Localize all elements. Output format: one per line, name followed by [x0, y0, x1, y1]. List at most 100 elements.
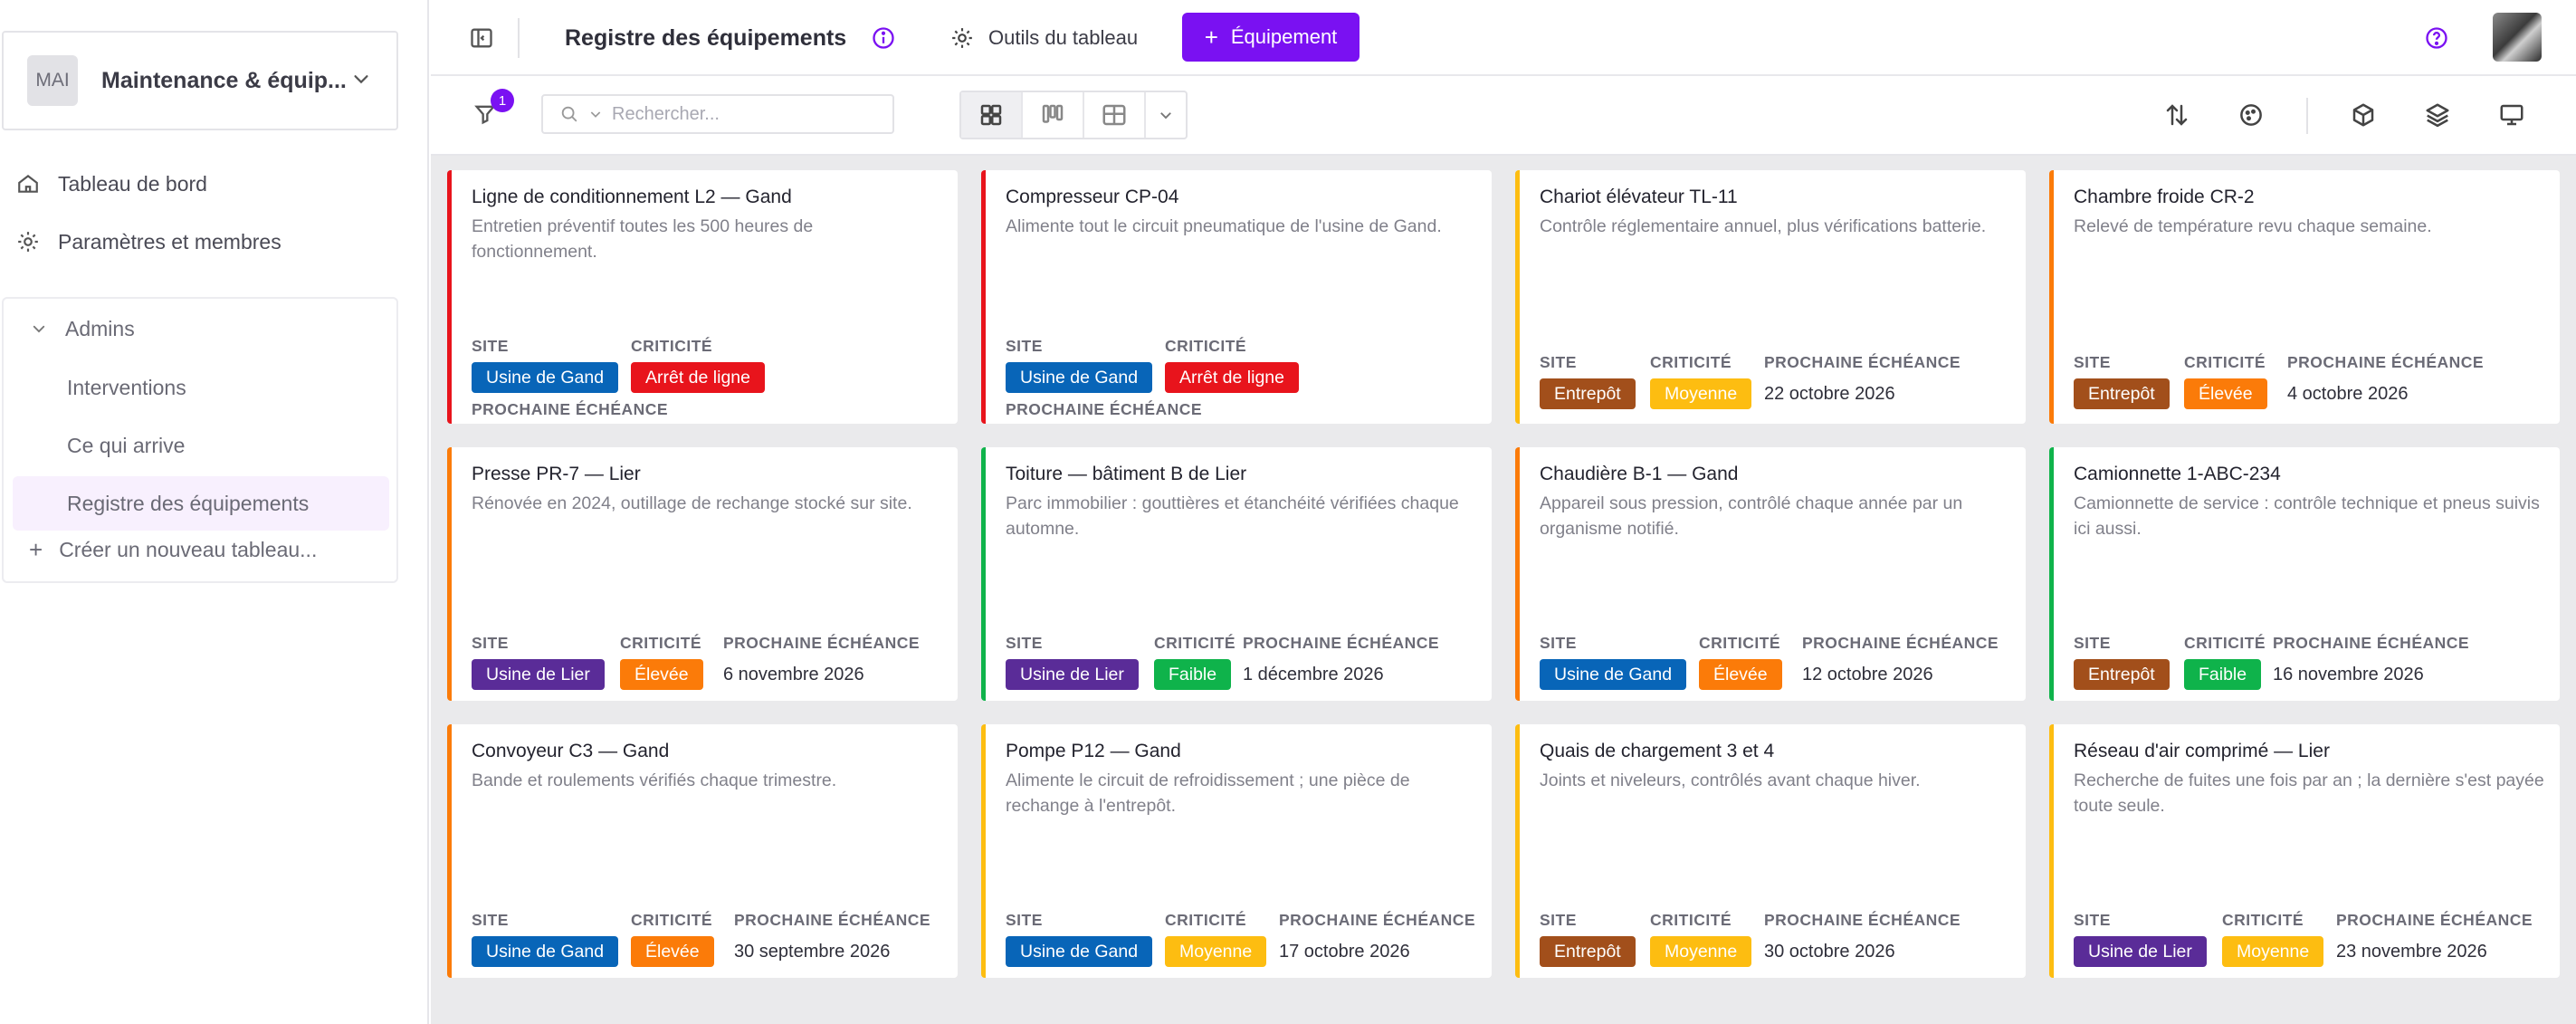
site-label: SITE — [2074, 911, 2111, 929]
site-label: SITE — [1006, 911, 1043, 929]
criticality-label: CRITICITÉ — [1165, 337, 1247, 355]
user-avatar[interactable] — [2493, 13, 2542, 62]
equipment-card[interactable]: Quais de chargement 3 et 4 Joints et nive… — [1515, 724, 2026, 978]
criticality-label: CRITICITÉ — [2184, 634, 2266, 652]
due-label: PROCHAINE ÉCHÉANCE — [2287, 353, 2485, 371]
workspace-avatar: MAI — [27, 55, 78, 106]
group-title: Admins — [65, 316, 135, 340]
nav-settings[interactable]: Paramètres et membres — [16, 221, 281, 263]
add-equipment-button[interactable]: + Équipement — [1182, 13, 1360, 62]
criticality-tag: Élevée — [631, 936, 714, 967]
card-description: Parc immobilier : gouttières et étanchéi… — [1006, 493, 1459, 539]
equipment-card[interactable]: Réseau d'air comprimé — Lier Recherche de… — [2049, 724, 2560, 978]
create-board-button[interactable]: + Créer un nouveau tableau... — [29, 536, 317, 564]
group-toggle[interactable]: Admins — [31, 308, 135, 349]
criticality-label: CRITICITÉ — [631, 911, 713, 929]
criticality-label: CRITICITÉ — [1650, 353, 1732, 371]
site-tag: Usine de Lier — [472, 659, 605, 690]
criticality-tag: Moyenne — [1650, 378, 1752, 409]
equipment-card[interactable]: Ligne de conditionnement L2 — Gand Entret… — [447, 170, 958, 424]
card-title: Quais de chargement 3 et 4 — [1540, 741, 1775, 761]
due-label: PROCHAINE ÉCHÉANCE — [723, 634, 921, 652]
sidebar-item-equipment-register[interactable]: Registre des équipements — [13, 476, 389, 531]
card-description: Joints et niveleurs, contrôlés avant cha… — [1540, 770, 1921, 790]
equipment-card[interactable]: Camionnette 1-ABC-234 Camionnette de serv… — [2049, 447, 2560, 701]
chevron-down-icon — [590, 111, 601, 118]
search-box[interactable] — [541, 94, 894, 134]
due-date: 30 octobre 2026 — [1764, 942, 1895, 962]
criticality-label: CRITICITÉ — [2184, 353, 2266, 371]
site-tag: Usine de Gand — [1006, 362, 1153, 393]
add-equipment-label: Équipement — [1230, 25, 1338, 48]
grid-view-icon[interactable] — [961, 92, 1023, 138]
due-label: PROCHAINE ÉCHÉANCE — [2273, 634, 2470, 652]
criticality-tag: Arrêt de ligne — [631, 362, 765, 393]
equipment-card[interactable]: Chaudière B-1 — Gand Appareil sous pressi… — [1515, 447, 2026, 701]
equipment-card[interactable]: Convoyeur C3 — Gand Bande et roulements v… — [447, 724, 958, 978]
chevron-down-icon — [33, 325, 45, 333]
due-label: PROCHAINE ÉCHÉANCE — [734, 911, 931, 929]
page-title: Registre des équipements — [565, 24, 847, 51]
sidebar-item-interventions[interactable]: Interventions — [67, 375, 186, 399]
due-date: 4 octobre 2026 — [2287, 384, 2409, 404]
top-bar: Registre des équipements Outils du table… — [431, 0, 2576, 76]
site-tag: Entrepôt — [2074, 659, 2170, 690]
workspace-switcher[interactable]: MAI Maintenance & équip... — [2, 31, 398, 130]
site-tag: Usine de Lier — [1006, 659, 1139, 690]
view-options-chevron-icon[interactable] — [1146, 92, 1186, 138]
criticality-tag: Arrêt de ligne — [1165, 362, 1299, 393]
card-title: Presse PR-7 — Lier — [472, 464, 641, 484]
criticality-label: CRITICITÉ — [1650, 911, 1732, 929]
cube-icon[interactable] — [2350, 101, 2377, 133]
search-input[interactable] — [612, 103, 829, 125]
equipment-card[interactable]: Presse PR-7 — Lier Rénovée en 2024, outil… — [447, 447, 958, 701]
equipment-card[interactable]: Chariot élévateur TL-11 Contrôle réglemen… — [1515, 170, 2026, 424]
site-label: SITE — [1540, 353, 1577, 371]
home-icon — [18, 174, 38, 193]
divider — [518, 18, 520, 58]
palette-icon[interactable] — [2237, 101, 2265, 133]
sort-icon[interactable] — [2163, 101, 2190, 133]
table-view-icon[interactable] — [1084, 92, 1146, 138]
monitor-icon[interactable] — [2498, 101, 2525, 133]
criticality-tag: Moyenne — [1165, 936, 1267, 967]
filter-count-badge: 1 — [491, 89, 514, 112]
site-label: SITE — [1006, 634, 1043, 652]
card-title: Toiture — bâtiment B de Lier — [1006, 464, 1247, 484]
due-label: PROCHAINE ÉCHÉANCE — [1764, 353, 1961, 371]
card-description: Entretien préventif toutes les 500 heure… — [472, 216, 814, 262]
criticality-tag: Élevée — [620, 659, 703, 690]
site-tag: Usine de Gand — [1540, 659, 1687, 690]
equipment-card[interactable]: Compresseur CP-04 Alimente tout le circui… — [981, 170, 1492, 424]
equipment-card[interactable]: Toiture — bâtiment B de Lier Parc immobil… — [981, 447, 1492, 701]
due-date: 23 novembre 2026 — [2336, 942, 2487, 962]
site-label: SITE — [1006, 337, 1043, 355]
nav-dashboard[interactable]: Tableau de bord — [16, 163, 207, 205]
card-description: Relevé de température revu chaque semain… — [2074, 216, 2432, 236]
card-title: Réseau d'air comprimé — Lier — [2074, 741, 2330, 761]
sidebar-item-upcoming[interactable]: Ce qui arrive — [67, 433, 186, 457]
layers-icon[interactable] — [2424, 101, 2451, 133]
card-description: Rénovée en 2024, outillage de rechange s… — [472, 493, 912, 513]
help-icon[interactable] — [2424, 25, 2449, 51]
criticality-tag: Faible — [2184, 659, 2262, 690]
site-tag: Entrepôt — [2074, 378, 2170, 409]
divider — [2306, 98, 2308, 134]
board-tools-button[interactable]: Outils du tableau — [950, 22, 1138, 54]
sidebar-toggle-icon[interactable] — [469, 25, 494, 51]
criticality-label: CRITICITÉ — [620, 634, 702, 652]
site-tag: Usine de Gand — [472, 362, 619, 393]
due-label: PROCHAINE ÉCHÉANCE — [1006, 400, 1203, 418]
criticality-tag: Élevée — [1699, 659, 1782, 690]
criticality-label: CRITICITÉ — [1165, 911, 1247, 929]
due-date: 12 octobre 2026 — [1802, 665, 1933, 684]
due-date: 6 novembre 2026 — [723, 665, 864, 684]
card-title: Compresseur CP-04 — [1006, 187, 1179, 207]
due-date: 16 novembre 2026 — [2273, 665, 2424, 684]
info-icon[interactable] — [871, 25, 896, 51]
kanban-view-icon[interactable] — [1023, 92, 1084, 138]
workspace-name: Maintenance & équip... — [101, 67, 347, 93]
criticality-tag: Faible — [1154, 659, 1232, 690]
equipment-card[interactable]: Chambre froide CR-2 Relevé de température… — [2049, 170, 2560, 424]
equipment-card[interactable]: Pompe P12 — Gand Alimente le circuit de r… — [981, 724, 1492, 978]
